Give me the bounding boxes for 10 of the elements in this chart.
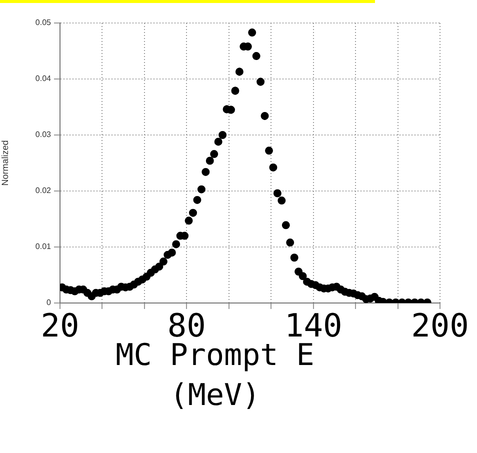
y-tick-label: 0.04	[35, 74, 52, 84]
y-tick-label: 0.03	[35, 130, 52, 140]
x-axis-title: MC Prompt E (MeV)	[116, 338, 314, 413]
y-tick-label: 0.02	[35, 186, 52, 196]
y-tick-label: 0.01	[35, 242, 52, 252]
y-tick-label: 0	[46, 298, 52, 308]
x-tick-label: 20	[40, 306, 80, 345]
y-tick-label: 0.05	[35, 18, 52, 28]
x-tick-label: 200	[411, 306, 469, 345]
y-axis-title: Normalized	[0, 140, 10, 186]
